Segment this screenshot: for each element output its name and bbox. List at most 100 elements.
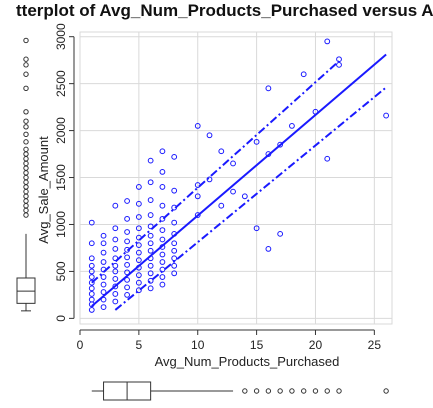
data-point bbox=[88, 285, 95, 292]
data-point bbox=[277, 141, 284, 148]
data-point bbox=[135, 257, 142, 264]
y-boxplot-outlier bbox=[23, 151, 29, 157]
y-boxplot-outlier bbox=[23, 62, 29, 68]
y-boxplot-outlier bbox=[23, 165, 29, 171]
data-point bbox=[171, 270, 178, 277]
data-point bbox=[171, 187, 178, 194]
regression-line bbox=[91, 53, 387, 307]
data-point bbox=[206, 132, 213, 139]
data-point bbox=[147, 212, 154, 218]
data-point bbox=[100, 274, 107, 280]
data-point bbox=[171, 153, 178, 160]
data-point bbox=[159, 184, 166, 190]
y-boxplot-outlier bbox=[23, 146, 29, 153]
data-point bbox=[159, 215, 166, 222]
axes: 0 5 10 15 20 25 0 500 1000 1500 2000 2500 3000 bbox=[54, 23, 381, 352]
data-point bbox=[277, 230, 284, 237]
data-point bbox=[88, 279, 95, 286]
data-point bbox=[159, 148, 166, 155]
data-point bbox=[171, 219, 178, 226]
fit-lines bbox=[91, 53, 387, 311]
data-point bbox=[124, 215, 130, 222]
data-point bbox=[324, 38, 331, 45]
y-boxplot-outlier bbox=[23, 71, 29, 77]
data-point bbox=[300, 71, 307, 78]
data-point bbox=[135, 200, 142, 207]
data-point bbox=[135, 279, 142, 286]
data-point bbox=[112, 298, 119, 305]
y-boxplot-outlier bbox=[23, 109, 29, 115]
chart-title: tterplot of Avg_Num_Products_Purchased v… bbox=[16, 1, 433, 20]
data-point bbox=[147, 232, 154, 239]
x-tick-label: 0 bbox=[77, 338, 84, 352]
data-point bbox=[159, 259, 166, 265]
data-point bbox=[112, 202, 119, 209]
data-point bbox=[112, 245, 119, 252]
data-point bbox=[171, 247, 178, 254]
data-point bbox=[112, 276, 119, 282]
data-point bbox=[124, 291, 130, 298]
data-point bbox=[88, 307, 95, 313]
y-boxplot-outlier bbox=[23, 170, 29, 176]
data-point bbox=[100, 259, 107, 265]
data-point bbox=[100, 232, 107, 239]
y-boxplot-outlier bbox=[23, 179, 29, 185]
x-tick-label: 15 bbox=[250, 338, 264, 352]
upper-band-line bbox=[91, 60, 340, 284]
data-point bbox=[171, 240, 178, 247]
y-tick-label: 500 bbox=[54, 261, 68, 281]
data-point bbox=[135, 225, 142, 232]
data-points bbox=[88, 38, 390, 313]
x-boxplot-outlier bbox=[253, 388, 260, 394]
data-point bbox=[159, 227, 166, 234]
y-boxplot-outlier bbox=[23, 188, 29, 195]
lower-band-line bbox=[114, 86, 387, 311]
x-boxplot-outlier bbox=[300, 388, 307, 394]
data-point bbox=[265, 245, 272, 252]
data-point bbox=[253, 138, 260, 145]
data-point bbox=[265, 85, 272, 92]
data-point bbox=[124, 284, 130, 291]
y-boxplot-outlier bbox=[23, 198, 29, 204]
data-point bbox=[112, 236, 119, 243]
data-point bbox=[112, 268, 119, 275]
data-point bbox=[135, 242, 142, 249]
data-point bbox=[135, 249, 142, 256]
data-point bbox=[324, 155, 331, 162]
data-point bbox=[124, 276, 130, 283]
y-boxplot-outlier bbox=[23, 118, 29, 124]
data-point bbox=[159, 202, 166, 209]
x-boxplot-outlier bbox=[336, 388, 342, 394]
data-point bbox=[147, 247, 154, 254]
y-axis-label: Avg_Sale_Amount bbox=[36, 136, 51, 244]
data-point bbox=[147, 179, 154, 186]
data-point bbox=[135, 272, 142, 279]
data-point bbox=[147, 270, 154, 277]
data-point bbox=[135, 287, 142, 294]
x-boxplot-outlier bbox=[324, 388, 330, 394]
data-point bbox=[124, 238, 130, 245]
data-point bbox=[100, 240, 107, 247]
x-boxplot-outlier bbox=[277, 388, 283, 394]
data-point bbox=[88, 296, 95, 303]
data-point bbox=[194, 193, 201, 200]
y-boxplot-outlier bbox=[23, 202, 29, 209]
y-tick-label: 1500 bbox=[54, 164, 68, 191]
y-tick-label: 3000 bbox=[54, 23, 68, 50]
data-point bbox=[383, 112, 390, 119]
data-point bbox=[230, 160, 236, 167]
x-axis-label: Avg_Num_Products_Purchased bbox=[155, 354, 340, 369]
data-point bbox=[289, 122, 295, 129]
data-point bbox=[147, 277, 154, 284]
data-point bbox=[336, 61, 342, 68]
y-boxplot-outlier bbox=[23, 56, 29, 62]
y-tick-label: 1000 bbox=[54, 211, 68, 238]
data-point bbox=[147, 285, 154, 292]
data-point bbox=[206, 176, 213, 183]
y-boxplot-outlier bbox=[23, 37, 29, 44]
x-tick-label: 5 bbox=[136, 338, 143, 352]
data-point bbox=[88, 219, 95, 226]
data-point bbox=[88, 274, 95, 280]
y-tick-label: 2500 bbox=[54, 70, 68, 97]
